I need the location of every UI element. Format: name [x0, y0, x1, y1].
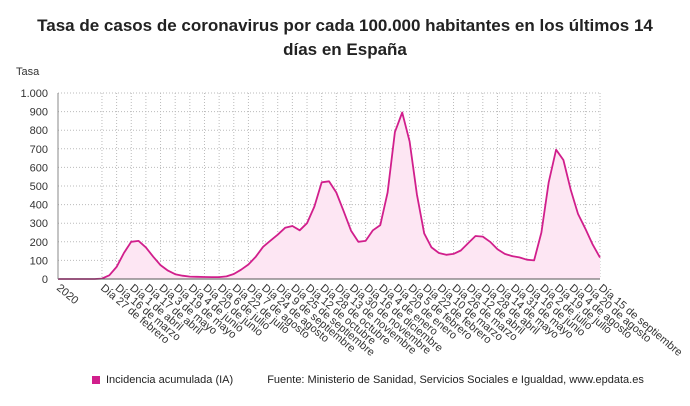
line — [58, 111, 601, 280]
y-tick-label: 500 — [30, 181, 48, 193]
y-tick-label: 400 — [30, 200, 48, 212]
y-tick-label: 200 — [30, 237, 48, 249]
y-tick-label: 600 — [30, 162, 48, 174]
y-tick-label: 0 — [42, 274, 48, 286]
y-tick-label: 800 — [30, 125, 48, 137]
legend-label: Incidencia acumulada (IA) — [106, 374, 234, 386]
area — [58, 112, 600, 279]
y-tick-label: 700 — [30, 144, 48, 156]
legend: Incidencia acumulada (IA) Fuente: Minist… — [92, 374, 644, 386]
legend-swatch — [92, 376, 100, 384]
chart-title: Tasa de casos de coronavirus por cada 10… — [37, 16, 653, 59]
y-tick-label: 1.000 — [20, 88, 48, 100]
y-axis-title: Tasa — [16, 66, 40, 78]
source: Fuente: Ministerio de Sanidad, Servicios… — [267, 374, 644, 386]
chart: Tasa 0 100 200 300 400 500 600 700 800 900 1.000 20… — [16, 66, 684, 359]
y-tick-label: 100 — [30, 255, 48, 267]
x-tick-label: 2020 — [54, 282, 80, 307]
y-tick-label: 900 — [30, 107, 48, 119]
y-tick-label: 300 — [30, 218, 48, 230]
